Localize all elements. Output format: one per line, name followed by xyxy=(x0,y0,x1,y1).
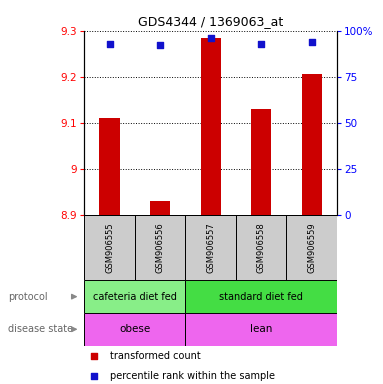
Text: obese: obese xyxy=(119,324,151,334)
Text: disease state: disease state xyxy=(8,324,73,334)
Text: protocol: protocol xyxy=(8,291,47,302)
Point xyxy=(91,372,97,379)
Bar xyxy=(185,215,236,280)
Bar xyxy=(84,215,135,280)
Text: percentile rank within the sample: percentile rank within the sample xyxy=(110,371,275,381)
Text: cafeteria diet fed: cafeteria diet fed xyxy=(93,291,177,302)
Point xyxy=(91,353,97,359)
Bar xyxy=(236,215,286,280)
Bar xyxy=(84,280,185,313)
Bar xyxy=(251,109,271,215)
Text: transformed count: transformed count xyxy=(110,351,200,361)
Text: GSM906555: GSM906555 xyxy=(105,222,114,273)
Text: standard diet fed: standard diet fed xyxy=(219,291,303,302)
Bar xyxy=(185,280,337,313)
Text: lean: lean xyxy=(250,324,272,334)
Text: GSM906556: GSM906556 xyxy=(155,222,165,273)
Point xyxy=(106,41,113,47)
Bar xyxy=(201,38,221,215)
Point xyxy=(309,39,315,45)
Bar xyxy=(100,118,119,215)
Bar xyxy=(286,215,337,280)
Bar xyxy=(302,74,322,215)
Bar xyxy=(135,215,185,280)
Text: GSM906559: GSM906559 xyxy=(307,222,316,273)
Bar xyxy=(150,201,170,215)
Point xyxy=(208,35,214,41)
Text: GSM906557: GSM906557 xyxy=(206,222,215,273)
Point xyxy=(258,41,264,47)
Point xyxy=(157,42,163,48)
Text: GSM906558: GSM906558 xyxy=(257,222,266,273)
Bar xyxy=(185,313,337,346)
Bar xyxy=(84,313,185,346)
Title: GDS4344 / 1369063_at: GDS4344 / 1369063_at xyxy=(138,15,283,28)
